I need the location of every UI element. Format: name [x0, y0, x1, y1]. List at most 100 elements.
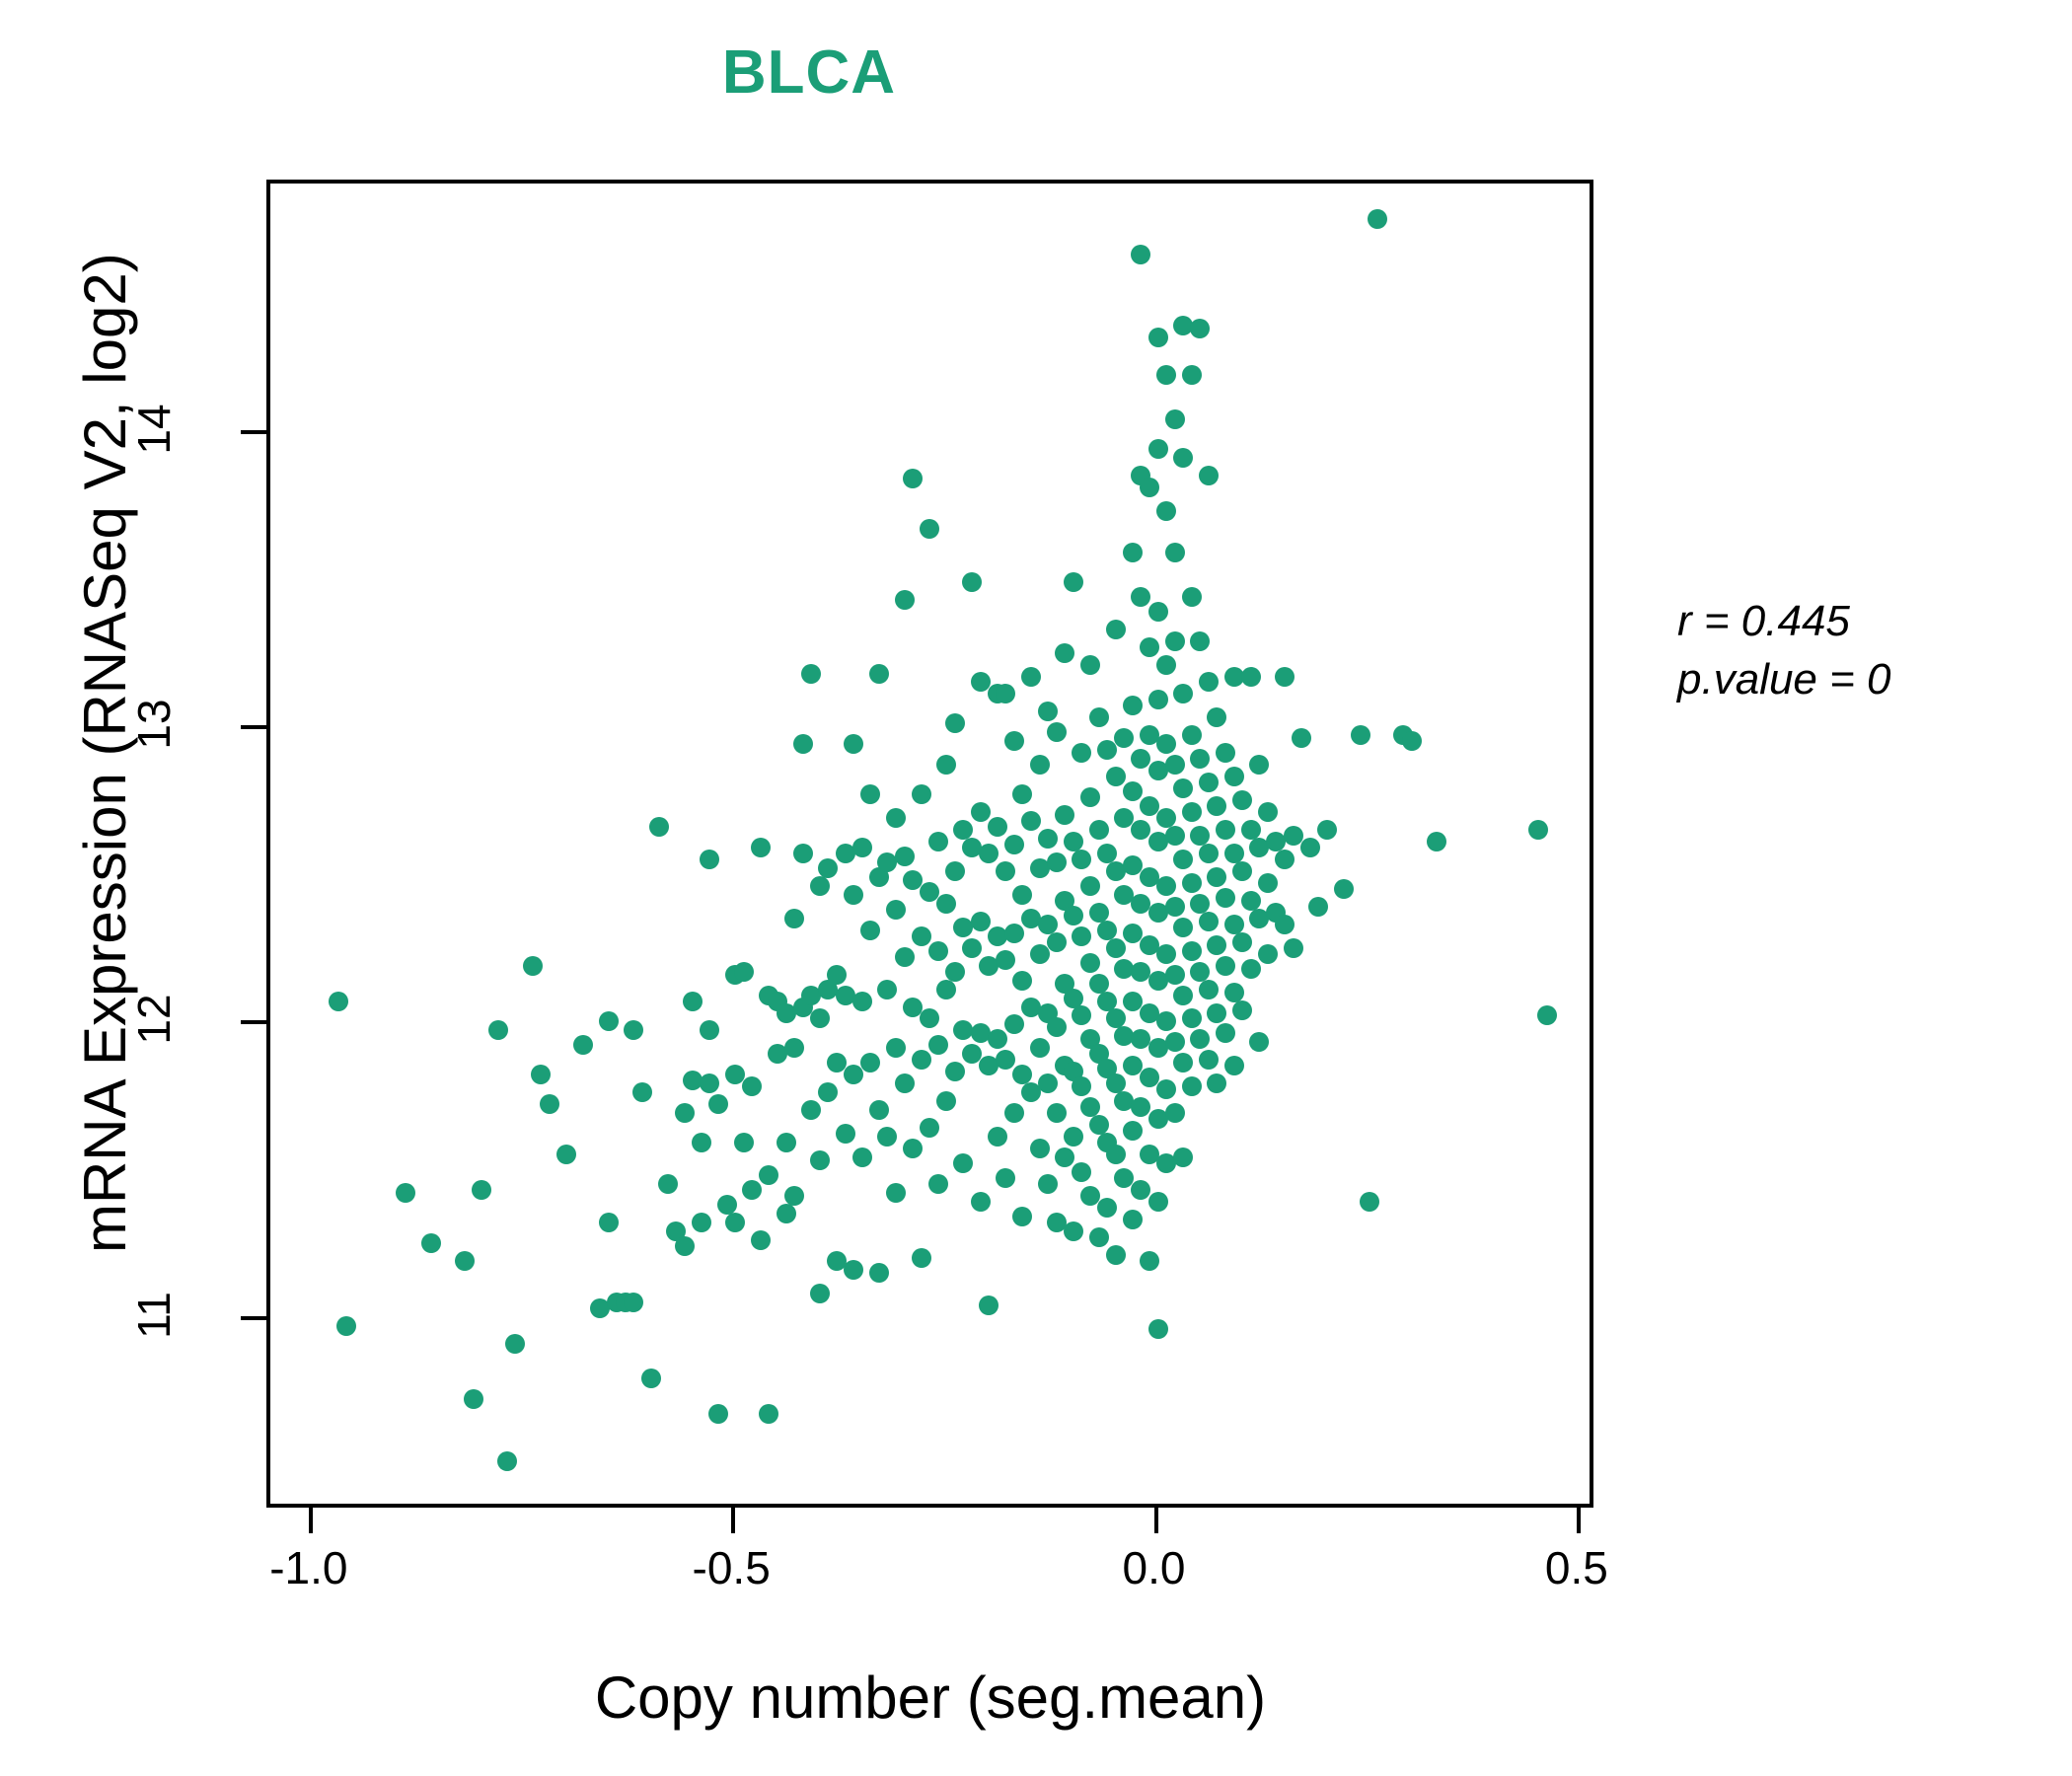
- data-point: [691, 1133, 711, 1153]
- data-point: [1105, 1145, 1126, 1165]
- data-point: [953, 820, 974, 841]
- data-point: [1164, 542, 1185, 562]
- data-point: [1063, 905, 1083, 925]
- data-point: [784, 1038, 805, 1059]
- data-point: [987, 1029, 1007, 1050]
- data-point: [742, 1076, 763, 1097]
- data-point: [1131, 1029, 1151, 1050]
- data-point: [1029, 1038, 1050, 1059]
- data-point: [1147, 1191, 1168, 1212]
- data-point: [826, 1053, 847, 1073]
- data-point: [1232, 860, 1253, 881]
- data-point: [1283, 937, 1303, 958]
- data-point: [1198, 1050, 1219, 1071]
- data-point: [1190, 318, 1211, 338]
- data-point: [792, 843, 813, 863]
- data-point: [1029, 943, 1050, 964]
- data-point: [944, 961, 965, 982]
- data-point: [1223, 843, 1244, 863]
- data-point: [1147, 690, 1168, 710]
- data-point: [1308, 896, 1329, 917]
- data-point: [1164, 1032, 1185, 1053]
- data-point: [1257, 802, 1278, 823]
- data-point: [1012, 1065, 1033, 1085]
- data-point: [868, 1262, 889, 1283]
- y-axis-tick-label: 11: [128, 1291, 180, 1339]
- data-point: [1003, 1014, 1024, 1035]
- data-point: [1021, 666, 1042, 687]
- data-point: [1216, 955, 1236, 976]
- data-point: [1283, 826, 1303, 847]
- data-point: [903, 469, 924, 489]
- x-axis-tick: [1153, 1508, 1158, 1533]
- data-point: [472, 1179, 492, 1200]
- data-point: [1198, 466, 1219, 486]
- data-point: [1216, 743, 1236, 764]
- data-point: [1147, 761, 1168, 781]
- data-point: [1046, 1017, 1067, 1038]
- data-point: [1232, 999, 1253, 1020]
- data-point: [1207, 796, 1227, 817]
- data-point: [1122, 1121, 1143, 1142]
- data-point: [1173, 315, 1194, 335]
- data-point: [962, 937, 983, 958]
- data-point: [1190, 826, 1211, 847]
- data-point: [979, 1295, 999, 1315]
- data-point: [1257, 872, 1278, 893]
- data-point: [759, 1404, 779, 1425]
- data-point: [1038, 829, 1059, 850]
- data-point: [1122, 1056, 1143, 1076]
- data-point: [1088, 1226, 1109, 1247]
- data-point: [844, 1065, 864, 1085]
- data-point: [1190, 749, 1211, 770]
- data-point: [1105, 1244, 1126, 1265]
- data-point: [844, 734, 864, 755]
- data-point: [1131, 1097, 1151, 1118]
- data-point: [1139, 934, 1159, 955]
- data-point: [1333, 878, 1354, 899]
- data-point: [860, 920, 881, 940]
- chart-title: BLCA: [721, 38, 897, 107]
- data-point: [1173, 448, 1194, 469]
- data-point: [844, 884, 864, 905]
- data-point: [1173, 917, 1194, 937]
- data-point: [868, 663, 889, 684]
- data-point: [809, 875, 830, 896]
- data-point: [1351, 725, 1371, 746]
- data-point: [1088, 1115, 1109, 1136]
- data-point: [970, 802, 991, 823]
- data-point: [911, 784, 931, 805]
- data-point: [1079, 787, 1100, 808]
- data-point: [911, 1247, 931, 1268]
- x-axis-tick-label: 0.5: [1544, 1542, 1608, 1593]
- data-point: [1131, 820, 1151, 841]
- data-point: [1088, 902, 1109, 923]
- data-point: [818, 857, 839, 878]
- data-point: [1147, 970, 1168, 991]
- data-point: [1198, 672, 1219, 693]
- data-point: [496, 1451, 517, 1472]
- data-point: [1021, 997, 1042, 1017]
- data-point: [1072, 849, 1092, 869]
- data-point: [1105, 1073, 1126, 1094]
- data-point: [1147, 902, 1168, 923]
- data-point: [1292, 728, 1312, 749]
- data-point: [818, 1082, 839, 1103]
- data-point: [1232, 931, 1253, 952]
- data-point: [1173, 778, 1194, 799]
- data-point: [598, 1011, 619, 1032]
- data-point: [1190, 893, 1211, 914]
- data-point: [1105, 860, 1126, 881]
- data-point: [979, 843, 999, 863]
- data-point: [1207, 866, 1227, 887]
- data-point: [1072, 1162, 1092, 1183]
- data-point: [1156, 943, 1177, 964]
- data-point: [1190, 630, 1211, 651]
- data-point: [894, 946, 915, 967]
- data-point: [1316, 820, 1337, 841]
- data-point: [1072, 743, 1092, 764]
- data-point: [987, 817, 1007, 838]
- data-point: [572, 1035, 593, 1056]
- data-point: [1055, 642, 1075, 663]
